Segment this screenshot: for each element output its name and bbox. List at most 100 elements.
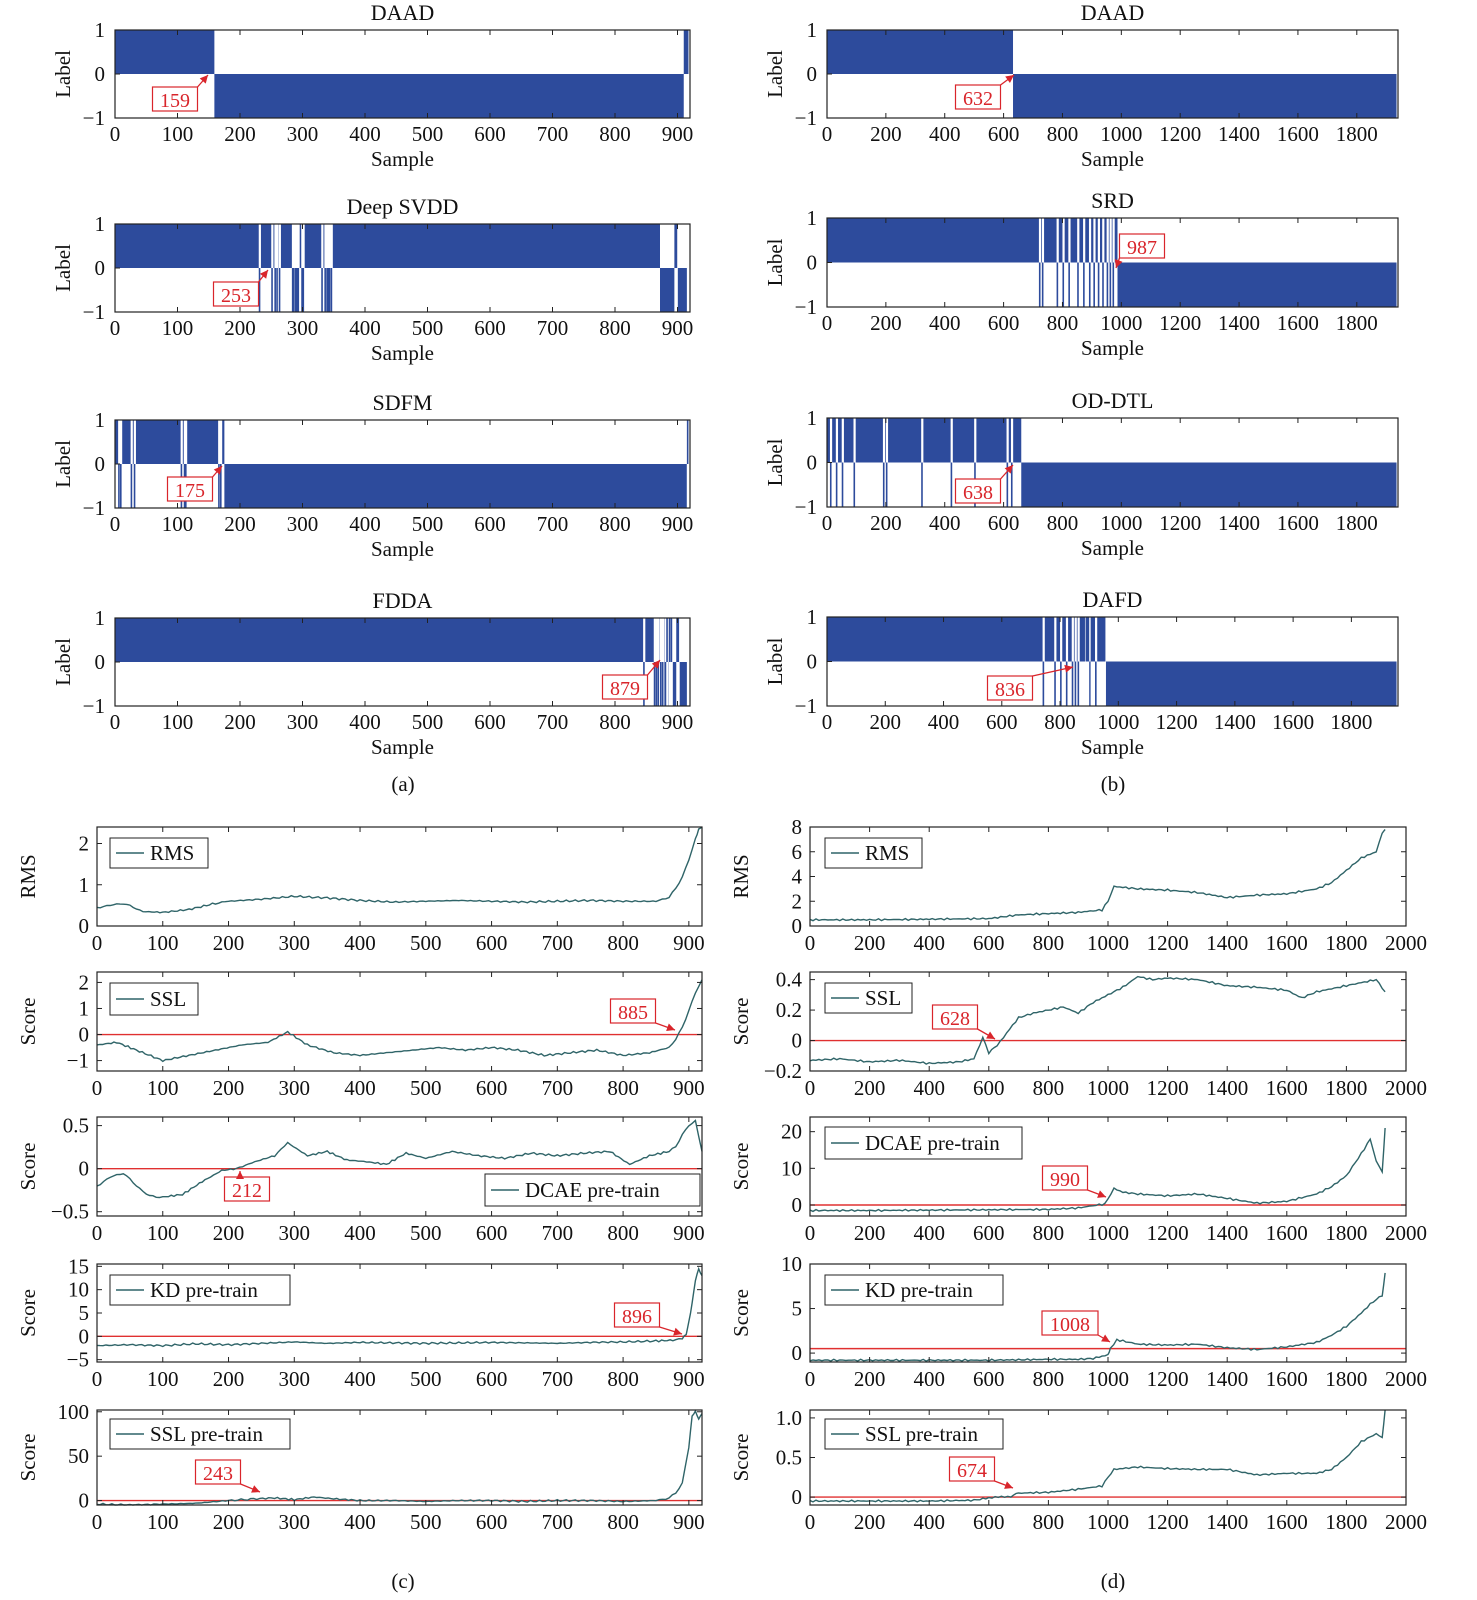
x-tick-label: 300 — [279, 1076, 311, 1100]
annotation-c4-arrowhead — [673, 1327, 682, 1336]
y-tick-label: 1.0 — [776, 1406, 802, 1430]
label-gap — [296, 224, 299, 268]
annotation-c2-text: 885 — [618, 1002, 648, 1024]
x-tick-label: 100 — [162, 710, 194, 734]
label-gap — [185, 420, 188, 464]
x-tick-label: 300 — [287, 122, 319, 146]
x-tick-label: 1200 — [1147, 1076, 1189, 1100]
annotation-8-text: 836 — [995, 679, 1025, 701]
y-axis-label: Label — [51, 244, 75, 292]
x-tick-label: 1000 — [1087, 1076, 1129, 1100]
x-tick-label: 600 — [476, 1510, 508, 1534]
x-tick-label: 400 — [344, 1510, 376, 1534]
x-tick-label: 200 — [870, 710, 902, 734]
annotation-7: 638 — [954, 464, 1014, 504]
x-tick-label: 300 — [279, 1367, 311, 1391]
label-spike — [1097, 262, 1100, 307]
x-tick-label: 800 — [607, 931, 639, 955]
panel-title: Deep SVDD — [347, 194, 459, 219]
x-tick-label: 0 — [805, 1367, 816, 1391]
plot-frame — [96, 826, 703, 927]
x-tick-label: 1400 — [1206, 1510, 1248, 1534]
x-tick-label: 200 — [213, 1510, 245, 1534]
label-spike — [677, 618, 680, 662]
y-axis-label: Label — [51, 440, 75, 488]
label-fill-fault — [1117, 262, 1397, 307]
x-tick-label: 0 — [805, 1221, 816, 1245]
x-tick-label: 600 — [476, 931, 508, 955]
x-tick-label: 1600 — [1266, 1510, 1308, 1534]
line-panel-c4: 0 100 200 300 400 500 600 700 800 900151050−5Scor… — [16, 1254, 705, 1391]
label-gap — [278, 224, 281, 268]
label-gap — [674, 268, 677, 312]
label-spike — [660, 662, 662, 706]
label-gap — [675, 268, 678, 312]
y-tick-label: 1 — [95, 18, 106, 42]
x-tick-label: 400 — [344, 931, 376, 955]
label-spike — [661, 662, 664, 706]
x-tick-label: 300 — [279, 1221, 311, 1245]
legend-label: SSL pre-train — [865, 1422, 978, 1446]
x-tick-label: 200 — [224, 122, 256, 146]
panel-title: SRD — [1091, 188, 1134, 213]
x-tick-label: 300 — [287, 710, 319, 734]
label-gap — [835, 418, 839, 463]
y-axis-label: Label — [763, 50, 787, 98]
y-tick-label: 10 — [781, 1252, 802, 1276]
label-spike — [1103, 617, 1106, 662]
annotation-1-box — [151, 86, 199, 112]
label-panel-8: 0 200 400 600 800 1000 1200 1400 1600 180010−1DAF… — [763, 587, 1399, 759]
x-tick-label: 500 — [412, 512, 444, 536]
y-axis-label: Score — [16, 1143, 40, 1191]
x-tick-label: 1400 — [1206, 1221, 1248, 1245]
label-spike — [327, 268, 330, 312]
x-tick-label: 2000 — [1385, 1510, 1427, 1534]
y-tick-label: 1 — [79, 996, 90, 1020]
annotation-1: 159 — [151, 74, 209, 112]
label-gap — [1042, 617, 1045, 662]
x-tick-label: 600 — [988, 311, 1020, 335]
y-tick-label: 0 — [792, 1193, 803, 1217]
y-tick-label: 0 — [792, 914, 803, 938]
plot-frame — [96, 1116, 703, 1217]
label-gap — [1006, 418, 1009, 463]
x-tick-label: 400 — [344, 1076, 376, 1100]
x-tick-label: 800 — [1047, 122, 1079, 146]
x-axis-label: Sample — [1081, 735, 1144, 759]
x-tick-label: 1000 — [1087, 1367, 1129, 1391]
label-spike — [657, 662, 660, 706]
y-tick-label: 0 — [807, 62, 818, 86]
x-tick-label: 0 — [92, 1221, 103, 1245]
label-gap — [657, 618, 660, 662]
x-axis-label: Sample — [371, 735, 434, 759]
label-fill-fault — [224, 464, 687, 508]
y-tick-label: 0 — [792, 1485, 803, 1509]
annotation-d5-arrowhead — [1004, 1481, 1013, 1489]
y-tick-label: 8 — [792, 815, 803, 839]
y-tick-label: 5 — [792, 1297, 803, 1321]
y-axis-label: Score — [729, 1143, 753, 1191]
annotation-c3: 212 — [223, 1171, 271, 1202]
x-tick-label: 0 — [805, 1510, 816, 1534]
y-tick-label: 2 — [792, 889, 803, 913]
y-tick-label: 6 — [792, 840, 803, 864]
x-tick-label: 400 — [928, 710, 960, 734]
x-tick-label: 100 — [147, 1510, 179, 1534]
annotation-2-box — [212, 281, 260, 307]
x-axis-label: Sample — [371, 147, 434, 171]
x-axis-label: Sample — [371, 537, 434, 561]
label-gap — [1077, 218, 1080, 263]
series-line — [809, 829, 1386, 922]
subfigure-caption: (d) — [1101, 1569, 1126, 1593]
x-tick-label: 100 — [162, 122, 194, 146]
series-line — [96, 979, 703, 1063]
panel-title: DAAD — [371, 0, 435, 25]
x-tick-label: 1000 — [1097, 710, 1139, 734]
annotation-d3-arrowhead — [1097, 1190, 1106, 1198]
annotation-c5-box — [194, 1459, 242, 1485]
label-spike — [278, 268, 281, 312]
annotation-6-text: 987 — [1127, 237, 1157, 259]
x-tick-label: 0 — [110, 316, 121, 340]
plot-frame — [96, 971, 703, 1072]
